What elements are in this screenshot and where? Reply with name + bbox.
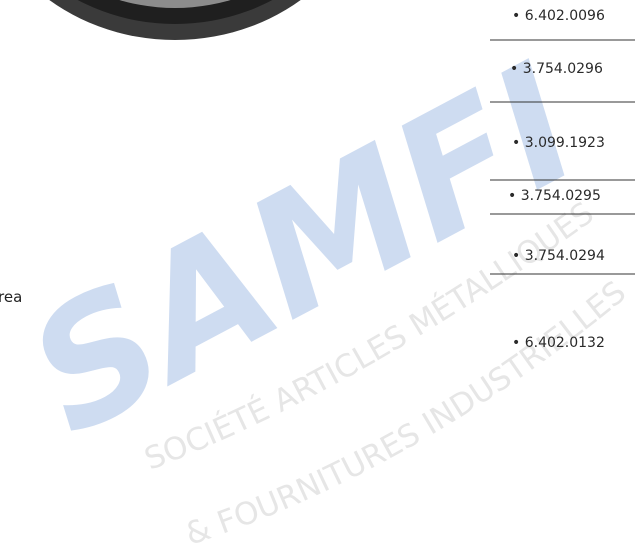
side-text: rea bbox=[0, 288, 22, 306]
code: • 3.754.0296 bbox=[510, 61, 603, 77]
page-canvas: SAMFI SOCIÉTÉ ARTICLES MÉTALLIQUES & FOU… bbox=[0, 0, 635, 556]
code: • 3.754.0294 bbox=[512, 248, 605, 264]
watermark: SAMFI SOCIÉTÉ ARTICLES MÉTALLIQUES & FOU… bbox=[0, 28, 633, 553]
page: SAMFI SOCIÉTÉ ARTICLES MÉTALLIQUES & FOU… bbox=[0, 0, 635, 556]
code: • 6.402.0132 bbox=[512, 335, 605, 351]
code: • 3.754.0295 bbox=[508, 188, 601, 204]
code: • 6.402.0096 bbox=[512, 8, 605, 24]
product-image bbox=[0, 0, 375, 40]
code: • 3.099.1923 bbox=[512, 135, 605, 151]
